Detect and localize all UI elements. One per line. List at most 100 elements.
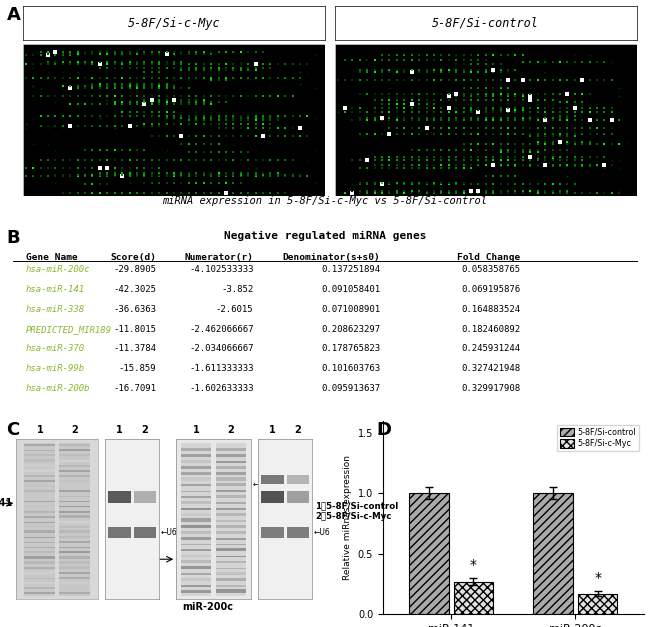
Bar xyxy=(409,493,448,614)
Bar xyxy=(181,508,211,510)
Bar xyxy=(216,477,246,480)
Bar xyxy=(181,560,211,563)
Text: -2.6015: -2.6015 xyxy=(216,305,254,314)
Bar xyxy=(58,582,90,584)
Bar xyxy=(181,549,211,551)
Bar xyxy=(216,578,246,581)
Bar xyxy=(181,472,211,475)
Bar xyxy=(181,589,211,593)
Bar xyxy=(216,561,246,563)
Bar xyxy=(58,587,90,589)
Bar xyxy=(58,547,90,549)
Text: 0.208623297: 0.208623297 xyxy=(321,325,380,334)
Text: 0.071008901: 0.071008901 xyxy=(321,305,380,314)
Bar xyxy=(25,567,55,569)
Bar xyxy=(181,484,211,487)
Bar xyxy=(25,537,55,538)
Bar xyxy=(25,475,55,477)
Bar xyxy=(181,544,211,545)
Text: miRNA expression in 5-8F/Si-c-Myc vs 5-8F/Si-control: miRNA expression in 5-8F/Si-c-Myc vs 5-8… xyxy=(162,196,488,206)
Bar xyxy=(25,587,55,589)
Bar xyxy=(25,561,55,564)
Bar xyxy=(216,443,246,596)
Bar xyxy=(58,485,90,487)
Bar xyxy=(58,556,90,559)
Text: -11.8015: -11.8015 xyxy=(113,325,156,334)
Text: -42.3025: -42.3025 xyxy=(113,285,156,294)
Bar xyxy=(25,542,55,543)
Text: 0.101603763: 0.101603763 xyxy=(321,364,380,373)
Text: B: B xyxy=(6,229,20,247)
Bar xyxy=(181,577,211,581)
Bar xyxy=(25,592,55,594)
Text: 5-8F/Si-control: 5-8F/Si-control xyxy=(432,17,540,30)
Text: -29.8905: -29.8905 xyxy=(113,265,156,274)
Bar xyxy=(216,544,246,545)
Bar xyxy=(133,490,157,503)
Bar xyxy=(216,567,246,569)
Bar xyxy=(58,443,90,596)
Bar xyxy=(58,566,90,569)
Bar xyxy=(25,522,55,523)
Bar xyxy=(216,461,246,463)
Text: hsa-miR-200c: hsa-miR-200c xyxy=(26,265,90,274)
Bar xyxy=(25,450,55,451)
Bar xyxy=(216,466,246,469)
Bar xyxy=(287,490,309,503)
Bar xyxy=(58,444,90,446)
Bar xyxy=(181,514,211,516)
Bar xyxy=(25,495,55,497)
Bar xyxy=(25,582,55,584)
Y-axis label: Relative miRnas expression: Relative miRnas expression xyxy=(343,455,352,580)
Bar xyxy=(58,475,90,477)
Text: 1、5-8F/Si-control
2、5-8F/Si-c-Myc: 1、5-8F/Si-control 2、5-8F/Si-c-Myc xyxy=(315,502,398,521)
Bar xyxy=(216,455,246,457)
Bar xyxy=(181,555,211,557)
Bar xyxy=(58,496,90,497)
Text: Gene Name: Gene Name xyxy=(26,253,78,261)
Text: -15.859: -15.859 xyxy=(118,364,156,373)
Bar xyxy=(58,450,90,451)
Text: Negative regulated miRNA genes: Negative regulated miRNA genes xyxy=(224,231,426,241)
Text: 2: 2 xyxy=(72,424,79,435)
Text: 0.182460892: 0.182460892 xyxy=(461,325,520,334)
Bar xyxy=(25,556,55,559)
Bar xyxy=(181,454,211,457)
Text: C: C xyxy=(6,421,20,438)
Bar xyxy=(181,519,211,522)
Text: miR-200c: miR-200c xyxy=(182,603,233,612)
Bar xyxy=(108,527,131,539)
Text: -16.7091: -16.7091 xyxy=(113,384,156,393)
Bar xyxy=(25,510,55,513)
Bar xyxy=(58,480,90,482)
Text: ←U6: ←U6 xyxy=(160,529,177,537)
Text: -11.3784: -11.3784 xyxy=(113,344,156,354)
Bar xyxy=(25,506,55,507)
Bar xyxy=(216,556,246,557)
Text: 0.095913637: 0.095913637 xyxy=(321,384,380,393)
Text: 0.058358765: 0.058358765 xyxy=(461,265,520,274)
Bar xyxy=(58,536,90,538)
Bar xyxy=(216,525,246,528)
Bar xyxy=(578,594,618,614)
Bar xyxy=(261,527,284,539)
Bar xyxy=(216,472,246,475)
Bar xyxy=(25,547,55,549)
Bar xyxy=(58,501,90,502)
Text: 0.069195876: 0.069195876 xyxy=(461,285,520,294)
Bar xyxy=(25,571,55,574)
Text: 2: 2 xyxy=(294,424,301,435)
Bar xyxy=(58,530,90,533)
Bar xyxy=(58,515,90,518)
Bar xyxy=(181,530,211,534)
Bar xyxy=(25,530,55,533)
Text: Score(d): Score(d) xyxy=(110,253,156,261)
Text: -4.102533333: -4.102533333 xyxy=(189,265,254,274)
Bar xyxy=(216,483,246,487)
Bar xyxy=(181,448,211,451)
Bar xyxy=(25,443,55,596)
Bar xyxy=(216,502,246,504)
Bar xyxy=(181,585,211,587)
Bar xyxy=(216,589,246,593)
Text: 0.245931244: 0.245931244 xyxy=(461,344,520,354)
